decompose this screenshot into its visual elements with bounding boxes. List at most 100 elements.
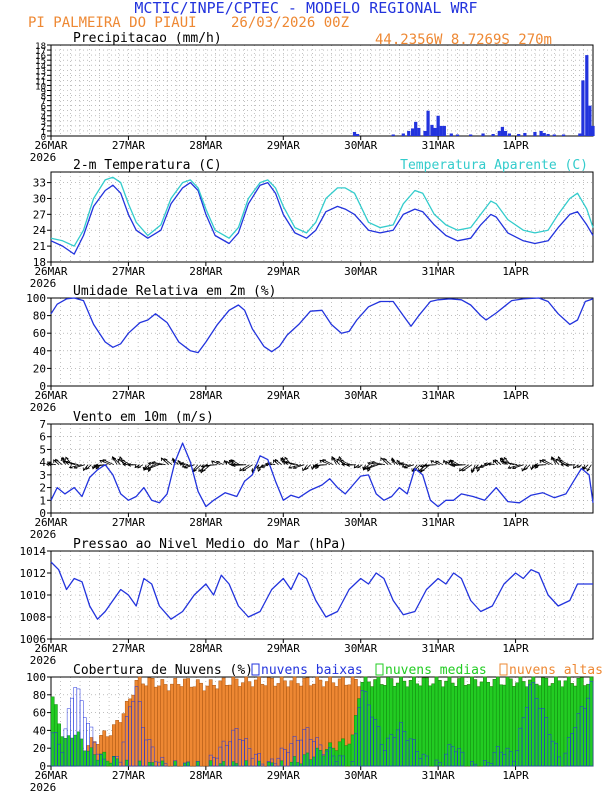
- cloud-bar-nuvens-medias: [576, 678, 581, 767]
- cloud-bar-nuvens-medias: [266, 761, 271, 767]
- y-tick-label: 18: [33, 256, 46, 269]
- x-tick-label: 30MAR: [344, 139, 377, 152]
- cloud-bar-nuvens-altas: [241, 682, 245, 767]
- cloud-bar-nuvens-medias: [428, 685, 432, 767]
- wind-arrow: [452, 464, 466, 467]
- y-tick-label: 17: [35, 47, 46, 57]
- y-tick-label: 0: [39, 507, 46, 520]
- wind-arrow-head: [542, 459, 546, 463]
- cloud-bar-nuvens-medias: [347, 743, 352, 767]
- series-line-wind-blue: [50, 442, 594, 508]
- y-tick-label: 7: [41, 98, 46, 108]
- cloud-bar-nuvens-medias: [405, 686, 410, 767]
- wind-arrow: [261, 464, 269, 468]
- precip-bar: [417, 127, 421, 136]
- cloud-bar-nuvens-altas: [231, 676, 236, 767]
- cloud-bar-nuvens-medias: [112, 756, 116, 767]
- x-tick-label: 1APR: [502, 389, 529, 402]
- cloud-bar-nuvens-medias: [79, 738, 84, 767]
- y-tick-label: 40: [33, 345, 46, 358]
- precip-bar: [442, 125, 446, 136]
- cloud-bar-nuvens-baixas: [115, 756, 120, 767]
- precip-bar: [426, 110, 430, 136]
- cloud-bar-nuvens-altas: [147, 677, 152, 767]
- x-tick-label: 29MAR: [267, 642, 300, 655]
- wind-arrow-head: [305, 466, 309, 471]
- cloud-bar-nuvens-altas: [183, 678, 187, 767]
- cloud-bar-nuvens-medias: [221, 761, 226, 767]
- cloud-bar-nuvens-medias: [231, 761, 236, 767]
- cloud-bar-nuvens-altas: [312, 683, 316, 767]
- cloud-bar-nuvens-baixas: [589, 680, 594, 767]
- y-tick-label: 1012: [20, 567, 47, 580]
- wind-arrow: [48, 463, 56, 466]
- panel-frame: [50, 44, 594, 137]
- cloud-bar-nuvens-medias: [321, 755, 326, 767]
- cloud-bar-nuvens-medias: [579, 677, 584, 767]
- cloud-bar-nuvens-altas: [224, 685, 229, 767]
- panel-frame: [50, 423, 594, 514]
- wind-arrow-head: [565, 463, 569, 468]
- wind-arrow: [100, 460, 111, 466]
- wind-arrow: [205, 464, 218, 467]
- wind-arrow-head: [281, 460, 285, 464]
- wind-arrow-head: [239, 467, 243, 472]
- wind-arrow-head: [226, 460, 230, 465]
- cloud-bar-nuvens-medias: [218, 763, 223, 767]
- cloud-bar-nuvens-altas: [195, 679, 200, 767]
- cloud-bar-nuvens-medias: [460, 677, 465, 767]
- wind-arrow-head: [319, 459, 324, 464]
- cloud-bar-nuvens-medias: [570, 683, 574, 767]
- x-tick-label: 27MAR: [112, 642, 145, 655]
- wind-arrow: [145, 464, 157, 470]
- cloud-bar-nuvens-altas: [189, 686, 194, 767]
- cloud-bar-nuvens-medias: [137, 760, 142, 767]
- x-tick-label: 29MAR: [267, 769, 300, 782]
- x-tick-label: 31MAR: [422, 769, 455, 782]
- cloud-bar-nuvens-medias: [489, 686, 494, 767]
- cloud-bar-nuvens-medias: [312, 756, 316, 767]
- x-tick-label: 27MAR: [112, 139, 145, 152]
- cloud-bar-nuvens-altas: [128, 698, 132, 767]
- cloud-bar-nuvens-medias: [173, 760, 178, 767]
- cloud-bar-nuvens-medias: [408, 680, 413, 767]
- cloud-bar-nuvens-medias: [295, 762, 300, 767]
- cloud-bar-nuvens-baixas: [195, 760, 200, 767]
- wind-arrow-head: [445, 460, 450, 465]
- y-tick-label: 18: [35, 42, 46, 52]
- cloud-bar-nuvens-medias: [444, 680, 449, 767]
- cloud-bar-nuvens-medias: [473, 679, 478, 767]
- wind-arrow-head: [533, 463, 538, 468]
- x-tick-label: 29MAR: [267, 516, 300, 529]
- wind-arrow: [551, 457, 560, 465]
- wind-arrow-head: [572, 465, 577, 469]
- cloud-bar-nuvens-medias: [63, 738, 68, 767]
- cloud-bar-nuvens-altas: [266, 677, 271, 767]
- wind-arrow-head: [231, 463, 236, 468]
- wind-arrow-head: [577, 464, 581, 469]
- y-tick-label: 6: [39, 431, 46, 444]
- cloud-bar-nuvens-altas: [257, 676, 261, 767]
- precip-bar: [585, 55, 589, 136]
- wind-arrow-head: [202, 468, 206, 472]
- wind-arrow: [586, 464, 592, 472]
- header-coords: 44.2356W 8.7269S 270m: [375, 32, 552, 48]
- cloud-bar-nuvens-medias: [376, 676, 381, 767]
- cloud-bar-nuvens-medias: [389, 678, 394, 767]
- y-tick-label: 30: [33, 192, 46, 205]
- cloud-bar-nuvens-medias: [486, 682, 491, 767]
- precip-bar: [439, 125, 443, 136]
- wind-arrow-head: [555, 458, 559, 463]
- cloud-bar-nuvens-medias: [73, 734, 78, 767]
- legend-swatch: [251, 663, 260, 676]
- cloud-bar-nuvens-baixas: [424, 755, 429, 767]
- cloud-bar-nuvens-medias: [341, 738, 345, 767]
- cloud-bar-nuvens-medias: [399, 676, 403, 767]
- x-tick-label: 26MAR: [34, 265, 67, 278]
- wind-arrow: [257, 464, 266, 469]
- cloud-bar-nuvens-medias: [334, 750, 339, 767]
- wind-arrow: [192, 464, 199, 472]
- header-run: 26/03/2026 00Z: [231, 15, 349, 31]
- wind-arrow-head: [557, 455, 561, 460]
